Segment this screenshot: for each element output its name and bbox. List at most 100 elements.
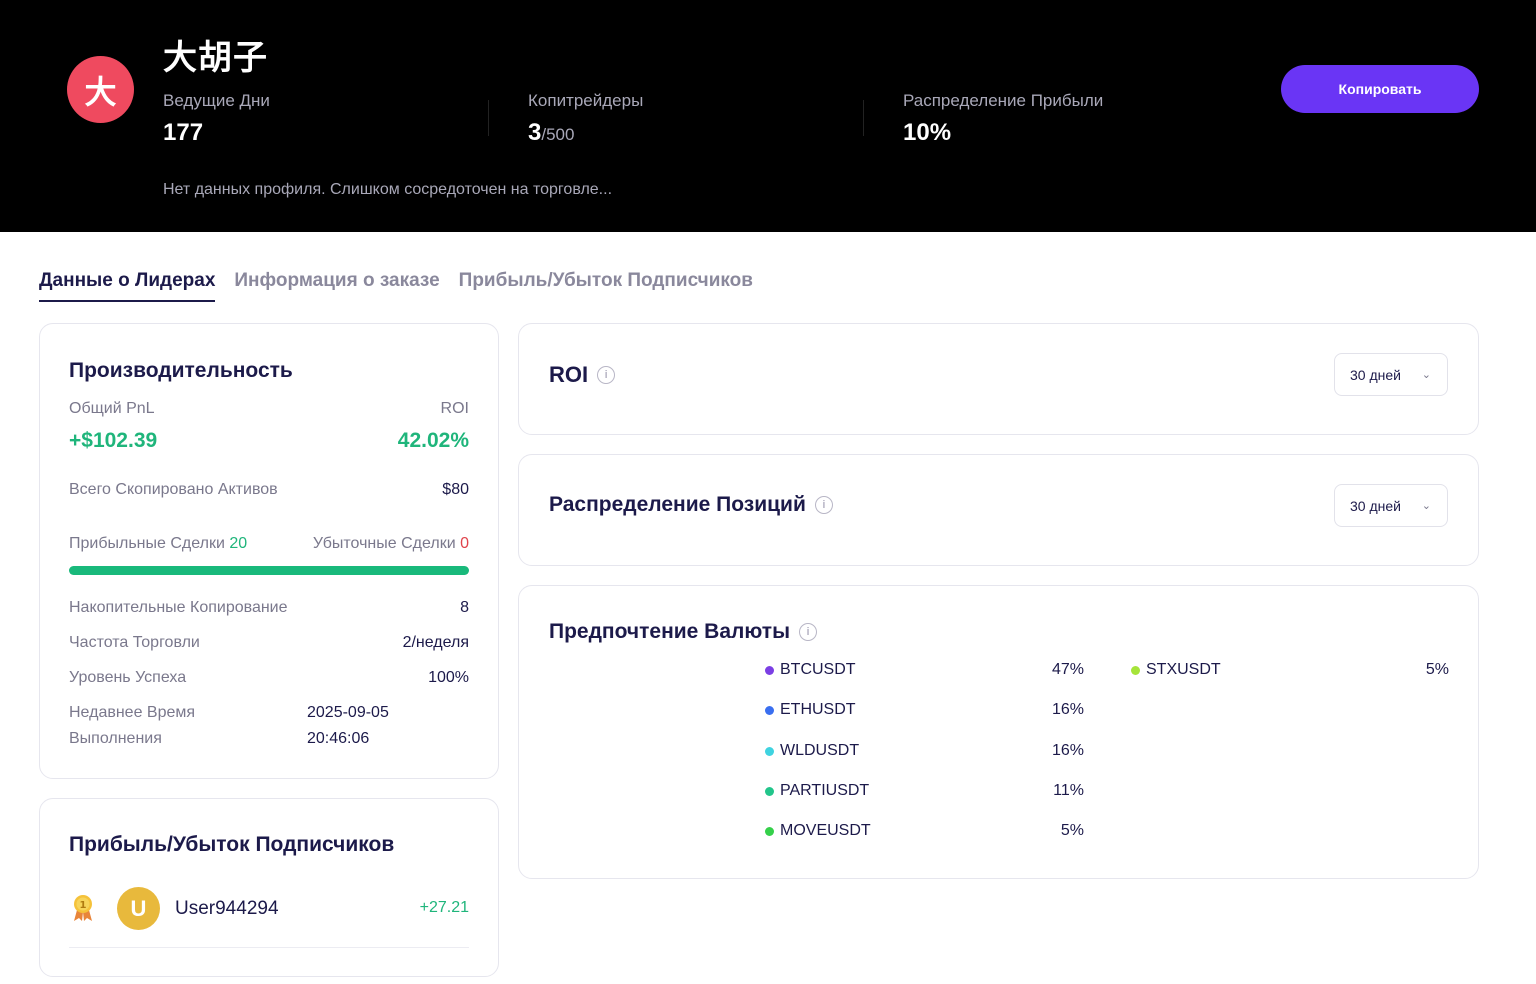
recent-time: 20:46:06 [307, 730, 370, 747]
coin-pct: 16% [1051, 701, 1084, 718]
stat-label: Копитрейдеры [528, 91, 644, 110]
position-header: Распределение Позиций i [549, 493, 833, 517]
position-distribution-card: Распределение Позиций i 30 дней ⌄ [518, 454, 1479, 566]
gold-medal-icon: 1 [74, 895, 92, 921]
copied-assets-label: Всего Скопировано Активов [69, 481, 278, 498]
success-label: Уровень Успеха [69, 669, 187, 686]
roi-label: ROI [440, 400, 469, 417]
win-loss-bar [69, 566, 469, 575]
coin-dot-icon [765, 786, 774, 796]
position-period-value: 30 дней [1350, 497, 1401, 514]
info-icon[interactable]: i [799, 623, 817, 641]
cumulative-row: Накопительные Копирование 8 [69, 599, 469, 617]
cumulative-label: Накопительные Копирование [69, 599, 288, 616]
performance-card: Производительность Общий PnL ROI +$102.3… [39, 323, 499, 779]
roi-header: ROI i [549, 362, 616, 388]
currency-header: Предпочтение Валюты i [549, 620, 817, 644]
trader-avatar: 大 [67, 56, 134, 123]
coin-pct: 5% [1060, 822, 1084, 839]
coin-dot-icon [765, 746, 774, 756]
win-trades-value: 20 [229, 535, 248, 552]
info-icon[interactable]: i [814, 496, 833, 514]
cumulative-value: 8 [460, 599, 469, 616]
coin-item: ETHUSDT [765, 701, 856, 719]
copied-assets-value: $80 [442, 481, 469, 498]
recent-time-value: 2025-09-05 20:46:06 [307, 700, 389, 752]
position-period-select[interactable]: 30 дней ⌄ [1334, 484, 1448, 527]
stat-divider [488, 100, 489, 136]
recent-time-label-line2: Выполнения [69, 730, 162, 747]
frequency-value: 2/неделя [402, 634, 469, 651]
info-icon[interactable]: i [597, 366, 616, 384]
subscriber-name[interactable]: User944294 [175, 898, 279, 919]
tab-leader-data[interactable]: Данные о Лидерах [39, 270, 216, 302]
coin-item: STXUSDT [1131, 661, 1221, 679]
recent-time-label-line1: Недавнее Время [69, 704, 196, 721]
coin-dot-icon [765, 826, 774, 836]
stat-profit-share: Распределение Прибыли 10% [903, 91, 1103, 147]
svg-text:1: 1 [80, 900, 87, 911]
trades-row: Прибыльные Сделки 20 Убыточные Сделки 0 [69, 535, 469, 553]
coin-pct: 5% [1425, 661, 1449, 678]
success-value: 100% [428, 669, 469, 686]
coin-name: MOVEUSDT [780, 822, 871, 839]
currency-title: Предпочтение Валюты [549, 620, 790, 643]
stat-divider [863, 100, 864, 136]
stat-leading-days: Ведущие Дни 177 [163, 91, 270, 147]
tab-order-info[interactable]: Информация о заказе [234, 270, 440, 291]
roi-period-select[interactable]: 30 дней ⌄ [1334, 353, 1448, 396]
coin-pct: 47% [1051, 661, 1084, 678]
coin-name: STXUSDT [1146, 661, 1221, 678]
copied-assets-row: Всего Скопировано Активов $80 [69, 481, 469, 499]
pnl-roi-labels: Общий PnL ROI [69, 400, 469, 418]
loss-trades-label: Убыточные Сделки [312, 535, 456, 552]
loss-trades-value: 0 [460, 535, 469, 552]
roi-value: 42.02% [397, 429, 469, 452]
coin-name: ETHUSDT [780, 701, 856, 718]
subscriber-pnl-card: Прибыль/Убыток Подписчиков 1 U User94429… [39, 798, 499, 977]
coin-pct: 16% [1051, 742, 1084, 759]
currency-preference-card: Предпочтение Валюты i BTCUSDT 47% ETHUSD… [518, 585, 1479, 879]
stat-value-suffix: /500 [541, 125, 575, 144]
pnl-value: +$102.39 [69, 429, 158, 452]
pnl-roi-values: +$102.39 42.02% [69, 429, 469, 453]
loss-trades: Убыточные Сделки 0 [313, 535, 469, 553]
roi-title: ROI [549, 362, 589, 387]
frequency-row: Частота Торговли 2/неделя [69, 634, 469, 652]
coin-name: PARTIUSDT [780, 782, 870, 799]
coin-item: WLDUSDT [765, 742, 859, 760]
copy-button[interactable]: Копировать [1281, 65, 1479, 113]
coin-item: BTCUSDT [765, 661, 856, 679]
chevron-down-icon: ⌄ [1421, 500, 1431, 512]
coin-item: PARTIUSDT [765, 782, 869, 800]
coin-dot-icon [1131, 665, 1140, 675]
performance-title: Производительность [69, 359, 293, 382]
roi-period-value: 30 дней [1350, 366, 1401, 383]
success-row: Уровень Успеха 100% [69, 669, 469, 687]
recent-date: 2025-09-05 [307, 704, 389, 721]
win-trades-label: Прибыльные Сделки [69, 535, 225, 552]
frequency-label: Частота Торговли [69, 634, 200, 651]
stat-value: 10% [903, 119, 952, 146]
stat-value: 177 [163, 119, 204, 146]
stat-value: 3/500 [528, 119, 643, 147]
tab-subscriber-pnl[interactable]: Прибыль/Убыток Подписчиков [458, 270, 753, 291]
stat-copytraders: Копитрейдеры 3/500 [528, 91, 643, 147]
coin-item: MOVEUSDT [765, 822, 871, 840]
chevron-down-icon: ⌄ [1421, 369, 1431, 381]
row-divider [69, 947, 469, 948]
coin-name: BTCUSDT [780, 661, 856, 678]
user-avatar: U [117, 887, 160, 930]
trader-name: 大胡子 [163, 39, 268, 77]
pnl-label: Общий PnL [69, 400, 155, 417]
tab-bar: Данные о Лидерах Информация о заказе При… [39, 270, 753, 302]
subscriber-pnl: +27.21 [419, 899, 469, 916]
win-trades: Прибыльные Сделки 20 [69, 535, 247, 553]
coin-name: WLDUSDT [780, 742, 860, 759]
subscriber-pnl-title: Прибыль/Убыток Подписчиков [69, 833, 395, 856]
coin-dot-icon [765, 705, 774, 715]
position-title: Распределение Позиций [549, 493, 806, 516]
recent-time-label: Недавнее Время Выполнения [69, 700, 195, 752]
stat-value-number: 3 [528, 119, 542, 146]
coin-pct: 11% [1053, 782, 1084, 799]
